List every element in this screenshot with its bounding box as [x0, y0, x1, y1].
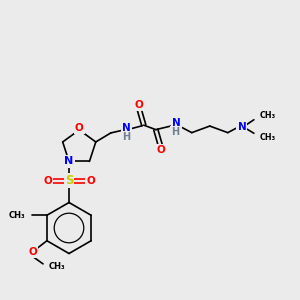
- Text: N: N: [122, 123, 131, 133]
- Text: O: O: [157, 145, 166, 155]
- Text: N: N: [64, 156, 74, 167]
- Text: H: H: [122, 132, 130, 142]
- Text: N: N: [238, 122, 246, 132]
- Text: CH₃: CH₃: [260, 111, 276, 120]
- Text: O: O: [134, 100, 143, 110]
- Text: O: O: [86, 176, 95, 186]
- Text: O: O: [75, 122, 84, 133]
- Text: N: N: [172, 118, 181, 128]
- Text: CH₃: CH₃: [9, 211, 25, 220]
- Text: O: O: [28, 247, 37, 257]
- Text: S: S: [65, 174, 73, 188]
- Text: CH₃: CH₃: [260, 133, 276, 142]
- Text: CH₃: CH₃: [49, 262, 66, 271]
- Text: O: O: [43, 176, 52, 186]
- Text: H: H: [172, 127, 180, 137]
